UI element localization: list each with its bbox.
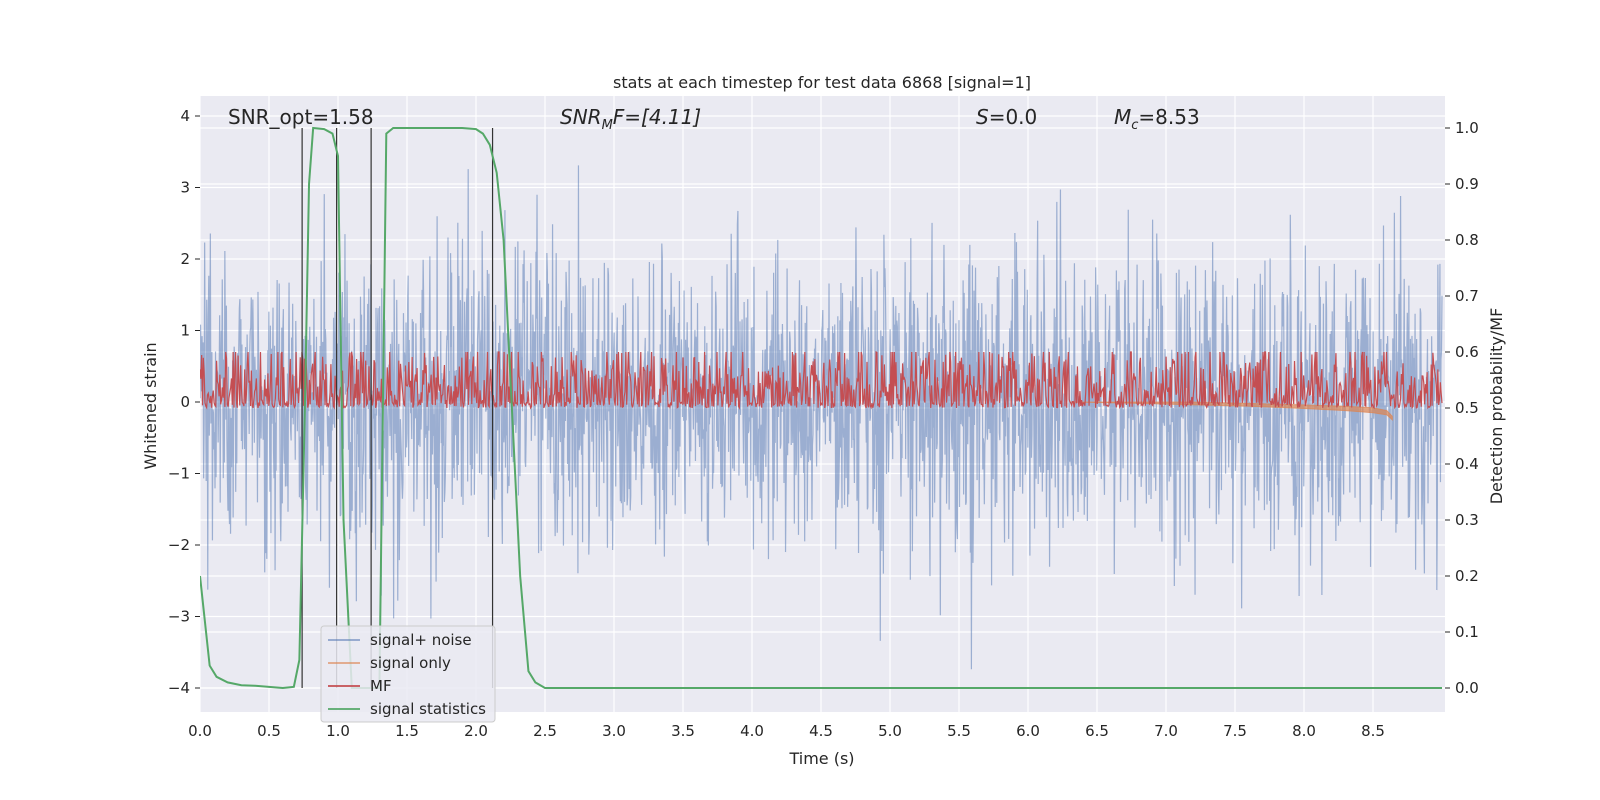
y-right-tick-label: 0.4 [1455,455,1479,473]
x-tick-label: 1.0 [326,722,350,740]
x-tick-label: 1.5 [395,722,419,740]
axes: 0.0 0.5 1.0 1.5 2.0 2.5 3.0 3.5 4.0 4.5 5.0 5.5 6.0 6… [168,107,1479,740]
y-right-tick-label: 0.5 [1455,399,1479,417]
legend-label-signal-noise: signal+ noise [370,631,472,649]
y-tick-label: 0 [180,393,190,411]
annotation-mc: Mc=8.53 [1114,105,1200,133]
x-tick-label: 7.0 [1154,722,1178,740]
legend: signal+ noise signal only MF signal stat… [320,625,496,723]
x-axis-label: Time (s) [788,749,854,768]
plot-area [200,126,1443,690]
x-tick-label: 0.5 [257,722,281,740]
legend-label-mf: MF [370,677,392,695]
annotation-s: S=0.0 [976,105,1037,129]
x-tick-label: 2.0 [464,722,488,740]
y-tick-label: 2 [180,250,190,268]
x-tick-label: 8.0 [1292,722,1316,740]
chart-title: stats at each timestep for test data 686… [613,73,1031,92]
x-tick-label: 5.5 [947,722,971,740]
y-right-tick-label: 0.2 [1455,567,1479,585]
x-tick-label: 3.5 [671,722,695,740]
legend-box [320,625,496,723]
y-right-tick-label: 1.0 [1455,119,1479,137]
legend-label-signal-statistics: signal statistics [370,700,486,718]
x-tick-label: 6.0 [1016,722,1040,740]
y-tick-label: −2 [168,536,190,554]
series-signal-only-band [1069,401,1393,422]
y-right-tick-label: 0.7 [1455,287,1479,305]
y-right-tick-label: 0.0 [1455,679,1479,697]
x-tick-label: 4.0 [740,722,764,740]
x-tick-label: 0.0 [188,722,212,740]
y-right-tick-label: 0.9 [1455,175,1479,193]
y-axis-label: Whitened strain [141,342,160,469]
y-right-tick-label: 0.8 [1455,231,1479,249]
x-tick-label: 5.0 [878,722,902,740]
y-tick-label: −1 [168,465,190,483]
y-tick-label: 1 [180,322,190,340]
x-tick-label: 2.5 [533,722,557,740]
y-tick-label: 4 [180,107,190,125]
y-right-tick-label: 0.1 [1455,623,1479,641]
x-tick-label: 4.5 [809,722,833,740]
y-right-tick-label: 0.3 [1455,511,1479,529]
y-tick-label: −4 [168,679,190,697]
series-mf-line [200,350,1443,410]
y-tick-label: 3 [180,179,190,197]
x-tick-label: 6.5 [1085,722,1109,740]
x-tick-label: 8.5 [1361,722,1385,740]
annotation-snr-opt: SNR_opt=1.58 [228,105,374,129]
x-tick-label: 3.0 [602,722,626,740]
legend-label-signal-only: signal only [370,654,451,672]
annotation-snr-mf: SNRMF=[4.11] [560,105,701,133]
x-tick-label: 7.5 [1223,722,1247,740]
y-right-tick-label: 0.6 [1455,343,1479,361]
y-tick-label: −3 [168,608,190,626]
y-axis-right-label: Detection probability/MF [1487,308,1506,505]
